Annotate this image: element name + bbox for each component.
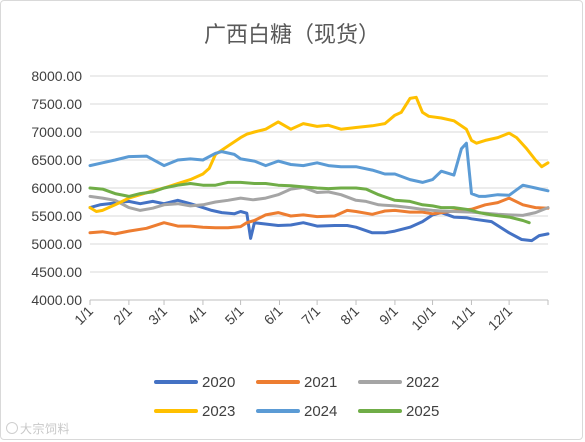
- y-tick-label: 8000.00: [31, 68, 82, 84]
- series-line-2022: [88, 185, 550, 217]
- y-tick-label: 7500.00: [31, 96, 82, 112]
- legend-label-2022: 2022: [406, 374, 439, 391]
- x-tick-label: 6/1: [261, 303, 286, 328]
- legend-label-2023: 2023: [202, 403, 235, 420]
- series-line-2025: [88, 180, 531, 225]
- x-tick-label: 8/1: [337, 303, 362, 328]
- y-tick-label: 6500.00: [31, 152, 82, 168]
- x-tick-label: 9/1: [376, 303, 401, 328]
- x-tick-label: 4/1: [184, 303, 209, 328]
- series-line-2020: [88, 198, 550, 243]
- y-tick-label: 7000.00: [31, 124, 82, 140]
- watermark-logo: 大宗饲料: [6, 420, 70, 437]
- legend-label-2021: 2021: [304, 374, 337, 391]
- x-tick-label: 2/1: [110, 303, 135, 328]
- x-tick-label: 7/1: [298, 303, 323, 328]
- y-tick-label: 4500.00: [31, 264, 82, 280]
- y-tick-label: 6000.00: [31, 180, 82, 196]
- series-lines: [88, 95, 550, 243]
- x-tick-label: 5/1: [222, 303, 247, 328]
- legend-label-2024: 2024: [304, 403, 337, 420]
- x-tick-label: 11/1: [448, 303, 478, 333]
- y-tick-label: 4000.00: [31, 292, 82, 308]
- x-tick-label: 10/1: [408, 303, 439, 334]
- grid-lines: [90, 75, 548, 273]
- legend: 2020 2021 2022 2023 2024 2025: [154, 374, 439, 420]
- legend-label-2020: 2020: [202, 374, 235, 391]
- series-line-2024: [88, 141, 550, 198]
- y-tick-label: 5500.00: [31, 208, 82, 224]
- y-tick-label: 5000.00: [31, 236, 82, 252]
- legend-label-2025: 2025: [406, 403, 439, 420]
- y-axis: 4000.00 4500.00 5000.00 5500.00 6000.00 6500.…: [31, 68, 82, 308]
- x-tick-label: 3/1: [145, 303, 170, 328]
- x-axis: 1/1 2/1 3/1 4/1 5/1 6/1 7/1 8/1 9/1 10/1 11/1 12/1: [71, 299, 549, 334]
- series-line-2023: [88, 95, 550, 213]
- chart-title: 广西白糖（现货）: [204, 23, 380, 48]
- x-tick-label: 12/1: [485, 303, 516, 334]
